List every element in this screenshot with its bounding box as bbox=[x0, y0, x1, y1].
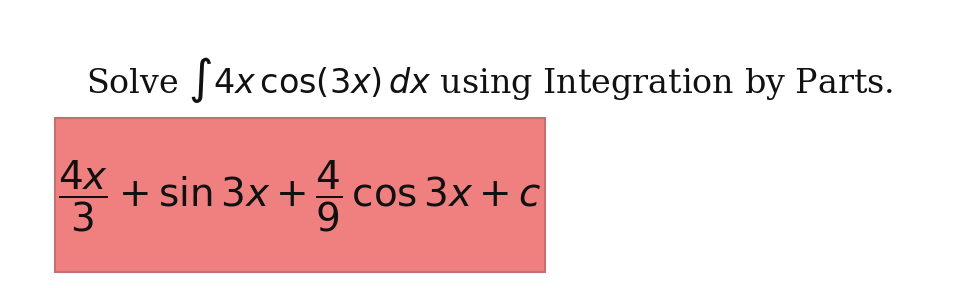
Text: Solve $\int 4x\,\cos(3x)\,dx$ using Integration by Parts.: Solve $\int 4x\,\cos(3x)\,dx$ using Inte… bbox=[86, 55, 892, 105]
Bar bbox=[55, 118, 545, 272]
Text: $\dfrac{4x}{3} + \sin 3x + \dfrac{4}{9}\,\cos 3x + c$: $\dfrac{4x}{3} + \sin 3x + \dfrac{4}{9}\… bbox=[58, 158, 542, 234]
